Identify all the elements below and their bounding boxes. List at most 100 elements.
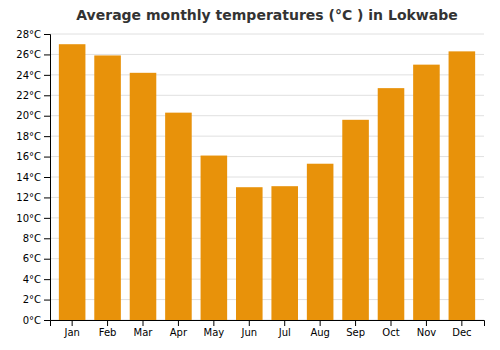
grid	[50, 34, 484, 320]
y-tick-label: 14°C	[16, 172, 41, 183]
y-tick-label: 20°C	[16, 110, 41, 121]
y-tick-mark	[44, 34, 50, 35]
y-axis: 0°C 2°C 4°C 6°C 8°C 10°C 12°C 14°C 16°C 18°C 20°C 2…	[16, 29, 50, 326]
bar	[307, 164, 334, 320]
bar	[59, 44, 86, 320]
x-tick-mark	[213, 320, 214, 326]
x-axis-line	[51, 321, 485, 327]
y-tick: 6°C	[23, 253, 50, 264]
x-tick-label: Aug	[310, 327, 330, 338]
x-tick-label: Mar	[134, 327, 154, 338]
bar	[165, 113, 192, 320]
bar	[201, 156, 228, 320]
bar	[94, 55, 121, 320]
y-tick: 20°C	[16, 110, 50, 121]
bar	[378, 88, 405, 320]
y-tick-label: 18°C	[16, 131, 41, 142]
chart-svg: 0°C 2°C 4°C 6°C 8°C 10°C 12°C 14°C 16°C 18°C 20°C 2…	[0, 0, 500, 350]
x-tick-mark	[391, 320, 392, 326]
y-tick-mark	[44, 197, 50, 198]
x-tick: Aug	[310, 320, 330, 338]
y-tick-label: 16°C	[16, 151, 41, 162]
bar	[130, 73, 157, 320]
x-tick-mark	[249, 320, 250, 326]
y-tick: 8°C	[23, 233, 50, 244]
x-tick-label: Jul	[278, 327, 291, 338]
y-tick: 14°C	[16, 172, 50, 183]
x-tick: Jun	[240, 320, 257, 338]
x-tick-label: Dec	[452, 327, 471, 338]
y-tick-mark	[44, 279, 50, 280]
bar	[271, 186, 298, 320]
x-tick-mark	[355, 320, 356, 326]
x-tick-mark	[461, 320, 462, 326]
y-tick: 4°C	[23, 274, 50, 285]
chart-container: 0°C 2°C 4°C 6°C 8°C 10°C 12°C 14°C 16°C 18°C 20°C 2…	[0, 0, 500, 350]
y-tick: 2°C	[23, 294, 50, 305]
x-tick: Jul	[278, 320, 291, 338]
y-tick-label: 2°C	[23, 294, 41, 305]
x-tick-mark	[178, 320, 179, 326]
x-tick: May	[204, 320, 225, 338]
x-tick-label: Feb	[99, 327, 117, 338]
y-tick-mark	[44, 218, 50, 219]
y-tick-label: 4°C	[23, 274, 41, 285]
bar	[236, 187, 263, 320]
x-tick: Dec	[452, 320, 471, 338]
x-tick-label: Nov	[417, 327, 437, 338]
y-tick: 18°C	[16, 131, 50, 142]
y-tick-mark	[44, 320, 50, 321]
x-tick-mark	[143, 320, 144, 326]
x-tick-mark	[72, 320, 73, 326]
bars	[59, 44, 475, 320]
x-tick-label: Jan	[63, 327, 79, 338]
y-tick: 10°C	[16, 213, 50, 224]
x-tick: Oct	[382, 320, 399, 338]
y-tick-mark	[44, 259, 50, 260]
x-tick-mark	[284, 320, 285, 326]
x-tick: Sep	[346, 320, 365, 338]
y-tick-label: 22°C	[16, 90, 41, 101]
x-tick-label: Sep	[346, 327, 365, 338]
bar	[342, 120, 369, 320]
chart-title: Average monthly temperatures (°C ) in Lo…	[76, 7, 457, 23]
y-tick: 16°C	[16, 151, 50, 162]
y-tick-mark	[44, 75, 50, 76]
y-tick-label: 10°C	[16, 213, 41, 224]
x-tick-label: May	[204, 327, 225, 338]
y-tick: 0°C	[23, 315, 50, 326]
plot-area: 0°C 2°C 4°C 6°C 8°C 10°C 12°C 14°C 16°C 18°C 20°C 2…	[16, 29, 484, 338]
y-tick-label: 24°C	[16, 70, 41, 81]
x-tick: Apr	[170, 320, 188, 338]
y-tick-mark	[44, 136, 50, 137]
y-tick: 26°C	[16, 49, 50, 60]
y-axis-line	[44, 35, 51, 321]
grid-line	[50, 54, 484, 55]
x-tick-mark	[426, 320, 427, 326]
y-tick-label: 26°C	[16, 49, 41, 60]
y-tick-mark	[44, 157, 50, 158]
y-tick: 28°C	[16, 29, 50, 40]
y-tick-mark	[44, 95, 50, 96]
y-tick: 12°C	[16, 192, 50, 203]
y-tick-mark	[44, 300, 50, 301]
y-tick-label: 12°C	[16, 192, 41, 203]
y-tick-label: 0°C	[23, 315, 41, 326]
x-tick: Jan	[63, 320, 79, 338]
grid-line	[50, 34, 484, 35]
x-tick: Mar	[134, 320, 154, 338]
y-tick-label: 6°C	[23, 253, 41, 264]
x-tick-mark	[320, 320, 321, 326]
x-tick-label: Apr	[170, 327, 188, 338]
y-tick: 22°C	[16, 90, 50, 101]
bar	[449, 51, 476, 320]
x-tick: Feb	[99, 320, 117, 338]
x-axis: Jan Feb Mar Apr May Jun Jul Aug Sep Oct Nov Dec	[51, 320, 485, 338]
x-tick-label: Oct	[382, 327, 399, 338]
x-tick: Nov	[417, 320, 437, 338]
y-tick-mark	[44, 54, 50, 55]
x-tick-mark	[107, 320, 108, 326]
y-tick: 24°C	[16, 70, 50, 81]
y-tick-label: 28°C	[16, 29, 41, 40]
bar	[413, 65, 440, 320]
